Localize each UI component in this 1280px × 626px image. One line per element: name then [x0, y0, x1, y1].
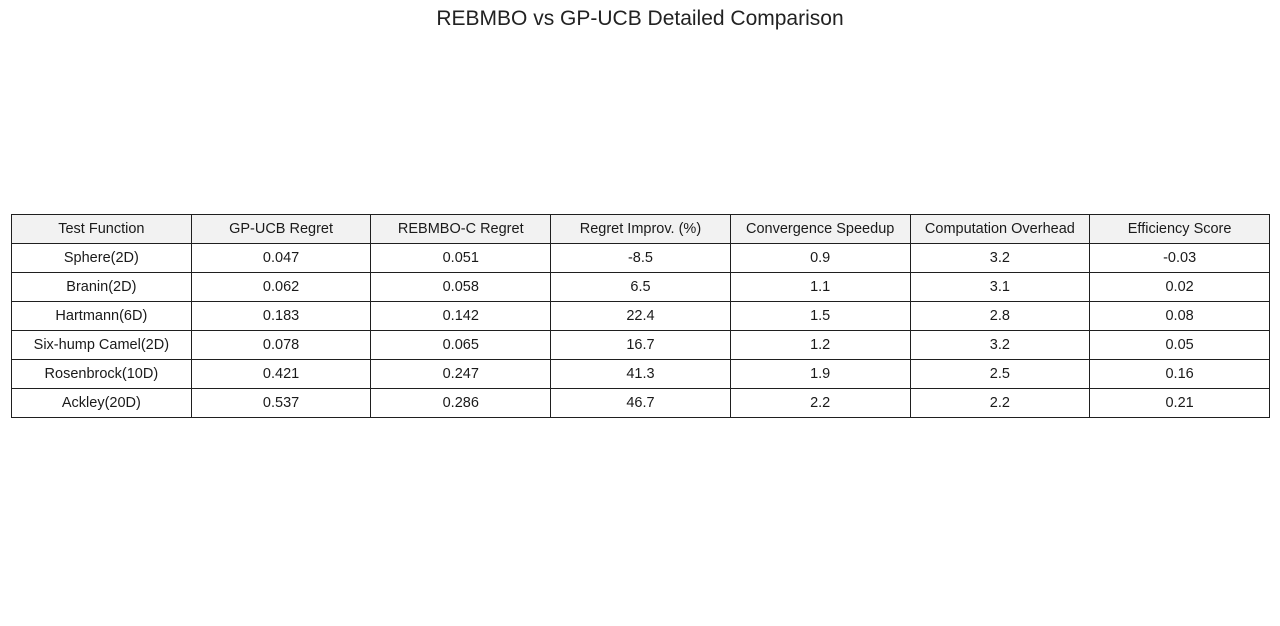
table-cell: 0.02 [1089, 272, 1270, 302]
table-cell: 0.16 [1089, 359, 1270, 389]
header-gp-ucb-regret: GP-UCB Regret [190, 214, 372, 244]
table-cell: 2.8 [909, 301, 1091, 331]
table-cell: 0.062 [190, 272, 372, 302]
header-computation-overhead: Computation Overhead [909, 214, 1091, 244]
table-cell: 1.1 [729, 272, 911, 302]
header-rebmbo-c-regret: REBMBO-C Regret [370, 214, 552, 244]
table-cell: 0.058 [370, 272, 552, 302]
table-cell: 0.286 [370, 388, 552, 418]
table-cell: 0.047 [190, 243, 372, 273]
header-convergence-speedup: Convergence Speedup [729, 214, 911, 244]
table-header-row: Test Function GP-UCB Regret REBMBO-C Reg… [11, 214, 1270, 244]
table-cell: 0.078 [190, 330, 372, 360]
table-cell: 0.08 [1089, 301, 1270, 331]
table-cell: 0.051 [370, 243, 552, 273]
table-cell: 1.2 [729, 330, 911, 360]
table-cell: 0.247 [370, 359, 552, 389]
table-cell: 0.142 [370, 301, 552, 331]
table-cell: Branin(2D) [11, 272, 192, 302]
table-row: Six-hump Camel(2D) 0.078 0.065 16.7 1.2 … [11, 330, 1270, 360]
table-cell: 3.2 [909, 330, 1091, 360]
comparison-table: Test Function GP-UCB Regret REBMBO-C Reg… [11, 214, 1270, 418]
table-cell: 0.05 [1089, 330, 1270, 360]
header-efficiency-score: Efficiency Score [1089, 214, 1270, 244]
table-row: Sphere(2D) 0.047 0.051 -8.5 0.9 3.2 -0.0… [11, 243, 1270, 273]
table-cell: -8.5 [550, 243, 731, 273]
table-cell: 1.5 [729, 301, 911, 331]
table-cell: 41.3 [550, 359, 731, 389]
table-cell: 0.183 [190, 301, 372, 331]
table-cell: Rosenbrock(10D) [11, 359, 192, 389]
table-cell: 0.9 [729, 243, 911, 273]
table-cell: 1.9 [729, 359, 911, 389]
table-cell: Sphere(2D) [11, 243, 192, 273]
table-row: Rosenbrock(10D) 0.421 0.247 41.3 1.9 2.5… [11, 359, 1270, 389]
table-cell: 0.065 [370, 330, 552, 360]
table-cell: 3.2 [909, 243, 1091, 273]
table-cell: 2.2 [909, 388, 1091, 418]
header-regret-improvement: Regret Improv. (%) [550, 214, 731, 244]
table-cell: 6.5 [550, 272, 731, 302]
table-cell: 3.1 [909, 272, 1091, 302]
table-cell: 0.421 [190, 359, 372, 389]
table-cell: 2.5 [909, 359, 1091, 389]
table-row: Ackley(20D) 0.537 0.286 46.7 2.2 2.2 0.2… [11, 388, 1270, 418]
table-cell: Ackley(20D) [11, 388, 192, 418]
table-cell: Six-hump Camel(2D) [11, 330, 192, 360]
table-cell: 16.7 [550, 330, 731, 360]
header-test-function: Test Function [11, 214, 192, 244]
chart-title: REBMBO vs GP-UCB Detailed Comparison [436, 7, 844, 30]
table-cell: Hartmann(6D) [11, 301, 192, 331]
table-cell: 2.2 [729, 388, 911, 418]
table-cell: 0.537 [190, 388, 372, 418]
table-cell: 0.21 [1089, 388, 1270, 418]
table-row: Hartmann(6D) 0.183 0.142 22.4 1.5 2.8 0.… [11, 301, 1270, 331]
table-cell: 22.4 [550, 301, 731, 331]
table-row: Branin(2D) 0.062 0.058 6.5 1.1 3.1 0.02 [11, 272, 1270, 302]
table-cell: 46.7 [550, 388, 731, 418]
table-cell: -0.03 [1089, 243, 1270, 273]
